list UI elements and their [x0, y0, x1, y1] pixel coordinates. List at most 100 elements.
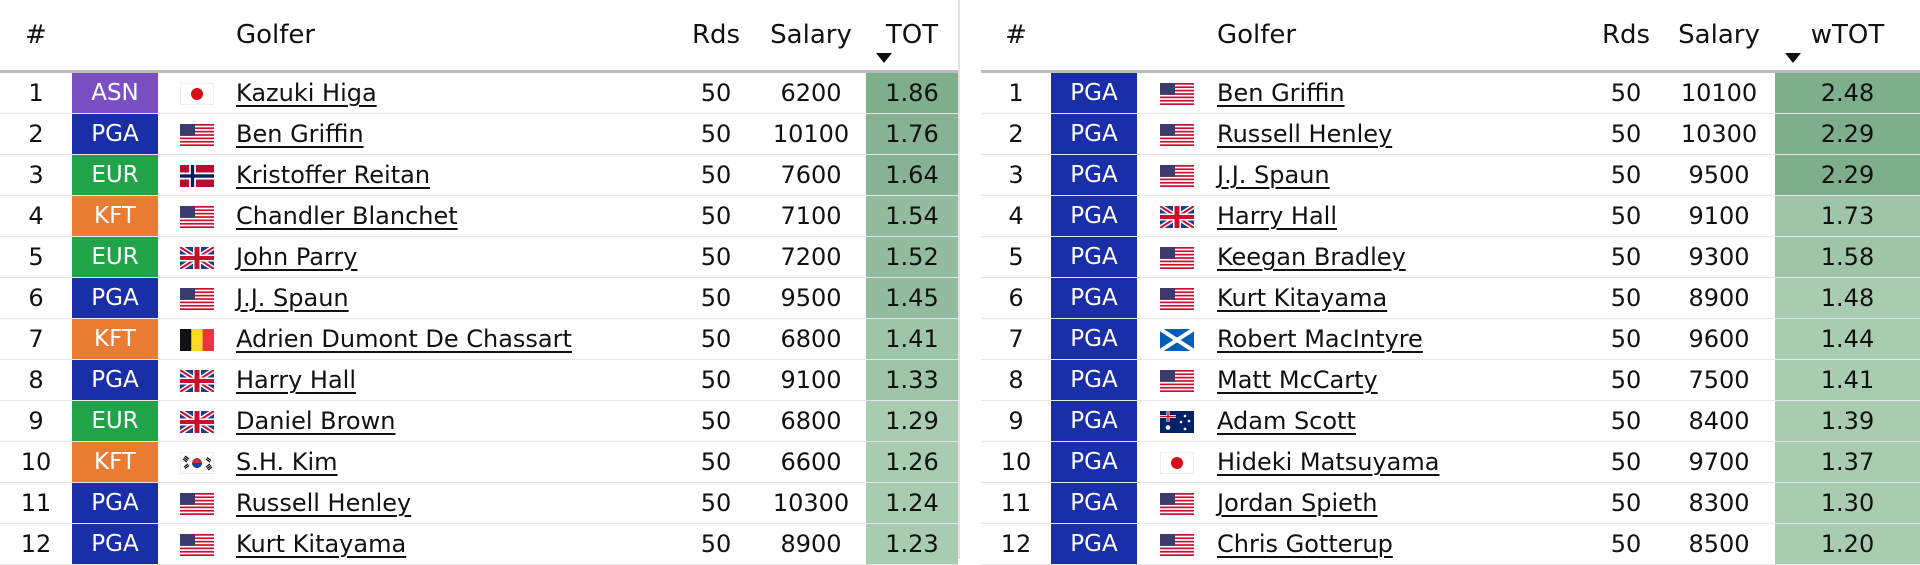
golfer-name-link[interactable]: Kurt Kitayama	[1217, 284, 1388, 312]
rank-cell: 9	[0, 400, 72, 442]
rounds-cell: 50	[676, 523, 756, 565]
tot-column-header[interactable]: TOT	[866, 0, 958, 73]
rank-cell: 11	[0, 482, 72, 524]
golfer-name-link[interactable]: Keegan Bradley	[1217, 243, 1406, 271]
rank-cell: 2	[981, 113, 1051, 155]
golfer-name-cell: Hideki Matsuyama	[1217, 441, 1589, 483]
rounds-column-header[interactable]: Rds	[1589, 0, 1663, 73]
golfer-name-link[interactable]: Chris Gotterup	[1217, 530, 1393, 558]
rounds-cell: 50	[676, 441, 756, 483]
rounds-cell: 50	[1589, 236, 1663, 278]
table-row[interactable]: 7 PGA Robert MacIntyre 50 9600 1.44	[981, 318, 1920, 360]
table-row[interactable]: 4 PGA Harry Hall 50 9100 1.73	[981, 195, 1920, 237]
rounds-cell: 50	[676, 482, 756, 524]
table-row[interactable]: 8 PGA Matt McCarty 50 7500 1.41	[981, 359, 1920, 401]
golfer-name-link[interactable]: Matt McCarty	[1217, 366, 1378, 394]
golfer-name-link[interactable]: Robert MacIntyre	[1217, 325, 1423, 353]
golfer-name-link[interactable]: J.J. Spaun	[1217, 161, 1330, 189]
table-header-row: # Golfer Rds Salary TOT	[0, 0, 958, 73]
score-cell: 1.73	[1775, 195, 1920, 237]
rank-cell: 4	[981, 195, 1051, 237]
golfer-name-link[interactable]: Ben Griffin	[236, 120, 364, 148]
table-row[interactable]: 12 PGA Chris Gotterup 50 8500 1.20	[981, 523, 1920, 565]
golfer-name-cell: J.J. Spaun	[1217, 154, 1589, 196]
rank-cell: 5	[0, 236, 72, 278]
rank-cell: 8	[0, 359, 72, 401]
tour-badge: KFT	[72, 318, 158, 360]
golfer-name-cell: J.J. Spaun	[236, 277, 676, 319]
golfer-name-link[interactable]: Russell Henley	[1217, 120, 1393, 148]
golfer-name-link[interactable]: Hideki Matsuyama	[1217, 448, 1440, 476]
golfer-name-link[interactable]: John Parry	[236, 243, 358, 271]
golfer-name-link[interactable]: Chandler Blanchet	[236, 202, 458, 230]
table-row[interactable]: 3 EUR Kristoffer Reitan 50 7600 1.64	[0, 154, 958, 196]
table-row[interactable]: 5 EUR John Parry 50 7200 1.52	[0, 236, 958, 278]
golfer-name-cell: Kurt Kitayama	[1217, 277, 1589, 319]
rank-cell: 10	[981, 441, 1051, 483]
golfer-name-link[interactable]: Adrien Dumont De Chassart	[236, 325, 572, 353]
golfer-name-link[interactable]: Jordan Spieth	[1217, 489, 1378, 517]
rounds-column-header[interactable]: Rds	[676, 0, 756, 73]
golfer-name-link[interactable]: Russell Henley	[236, 489, 412, 517]
score-cell: 1.52	[866, 236, 958, 278]
golfer-name-link[interactable]: J.J. Spaun	[236, 284, 349, 312]
golfer-name-link[interactable]: Daniel Brown	[236, 407, 396, 435]
table-row[interactable]: 1 ASN Kazuki Higa 50 6200 1.86	[0, 71, 958, 114]
golfer-column-header[interactable]: Golfer	[1217, 0, 1589, 73]
score-cell: 1.33	[866, 359, 958, 401]
table-row[interactable]: 2 PGA Russell Henley 50 10300 2.29	[981, 113, 1920, 155]
tour-badge: PGA	[72, 482, 158, 524]
table-row[interactable]: 6 PGA J.J. Spaun 50 9500 1.45	[0, 277, 958, 319]
jp-flag-icon	[1137, 441, 1217, 483]
gb-flag-icon	[1137, 195, 1217, 237]
table-row[interactable]: 9 EUR Daniel Brown 50 6800 1.29	[0, 400, 958, 442]
golfer-name-link[interactable]: Kurt Kitayama	[236, 530, 407, 558]
salary-cell: 7600	[756, 154, 866, 196]
no-flag-icon	[158, 154, 236, 196]
golfer-name-link[interactable]: Kazuki Higa	[236, 79, 377, 107]
gb-flag-icon	[158, 400, 236, 442]
table-row[interactable]: 3 PGA J.J. Spaun 50 9500 2.29	[981, 154, 1920, 196]
table-row[interactable]: 4 KFT Chandler Blanchet 50 7100 1.54	[0, 195, 958, 237]
tour-column-header	[1051, 0, 1137, 73]
tot-ranking-rows: 1 ASN Kazuki Higa 50 6200 1.86 2 PGA Ben Griffin…	[0, 71, 958, 565]
tour-badge: PGA	[1051, 113, 1137, 155]
rounds-cell: 50	[1589, 277, 1663, 319]
score-cell: 1.29	[866, 400, 958, 442]
table-row[interactable]: 11 PGA Russell Henley 50 10300 1.24	[0, 482, 958, 524]
score-cell: 2.48	[1775, 71, 1920, 114]
table-row[interactable]: 5 PGA Keegan Bradley 50 9300 1.58	[981, 236, 1920, 278]
table-row[interactable]: 11 PGA Jordan Spieth 50 8300 1.30	[981, 482, 1920, 524]
table-row[interactable]: 2 PGA Ben Griffin 50 10100 1.76	[0, 113, 958, 155]
us-flag-icon	[1137, 236, 1217, 278]
rank-column-header[interactable]: #	[0, 0, 72, 73]
golfer-name-link[interactable]: Ben Griffin	[1217, 79, 1345, 107]
golfer-name-link[interactable]: Harry Hall	[236, 366, 356, 394]
au-flag-icon	[1137, 400, 1217, 442]
golfer-name-link[interactable]: Harry Hall	[1217, 202, 1337, 230]
rank-cell: 5	[981, 236, 1051, 278]
rank-column-header[interactable]: #	[981, 0, 1051, 73]
rank-cell: 7	[0, 318, 72, 360]
table-row[interactable]: 1 PGA Ben Griffin 50 10100 2.48	[981, 71, 1920, 114]
score-cell: 1.30	[1775, 482, 1920, 524]
tour-badge: PGA	[1051, 441, 1137, 483]
table-row[interactable]: 8 PGA Harry Hall 50 9100 1.33	[0, 359, 958, 401]
golfer-name-link[interactable]: Kristoffer Reitan	[236, 161, 431, 189]
golfer-name-cell: John Parry	[236, 236, 676, 278]
wtot-column-header[interactable]: wTOT	[1775, 0, 1920, 73]
rounds-cell: 50	[676, 277, 756, 319]
table-row[interactable]: 10 PGA Hideki Matsuyama 50 9700 1.37	[981, 441, 1920, 483]
golfer-name-link[interactable]: Adam Scott	[1217, 407, 1356, 435]
salary-column-header[interactable]: Salary	[756, 0, 866, 73]
table-row[interactable]: 6 PGA Kurt Kitayama 50 8900 1.48	[981, 277, 1920, 319]
table-row[interactable]: 12 PGA Kurt Kitayama 50 8900 1.23	[0, 523, 958, 565]
table-row[interactable]: 9 PGA Adam Scott 50 8400 1.39	[981, 400, 1920, 442]
table-row[interactable]: 10 KFT S.H. Kim 50 6600 1.26	[0, 441, 958, 483]
golfer-column-header[interactable]: Golfer	[236, 0, 676, 73]
score-cell: 1.20	[1775, 523, 1920, 565]
table-row[interactable]: 7 KFT Adrien Dumont De Chassart 50 6800 1.41	[0, 318, 958, 360]
golfer-name-link[interactable]: S.H. Kim	[236, 448, 338, 476]
salary-column-header[interactable]: Salary	[1663, 0, 1775, 73]
rounds-cell: 50	[676, 318, 756, 360]
